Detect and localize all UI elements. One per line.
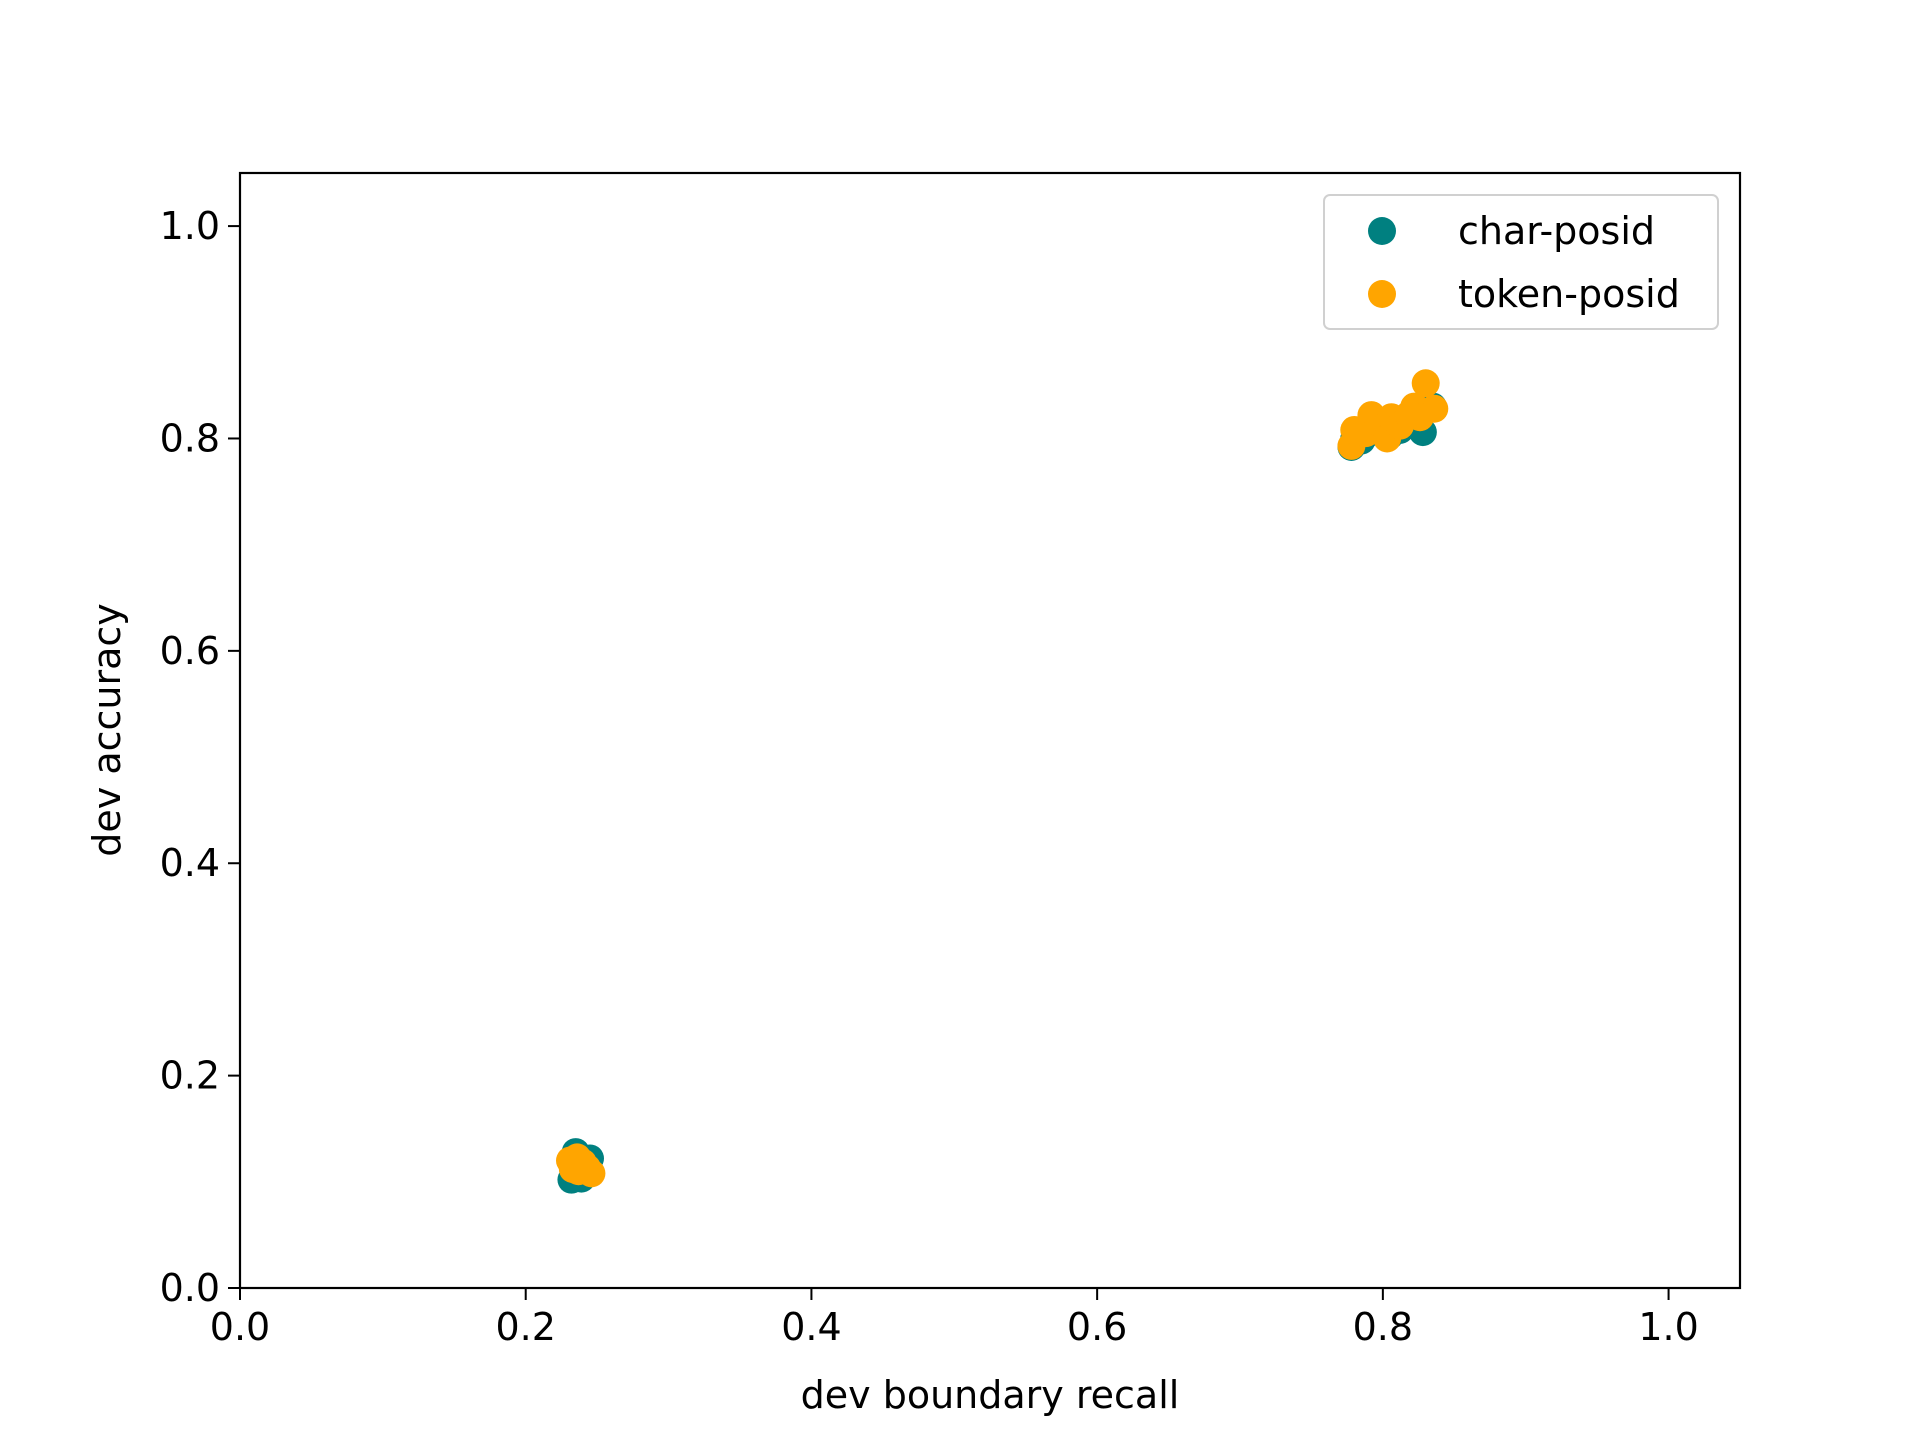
axes-frame xyxy=(238,171,1742,1290)
legend-box xyxy=(1323,194,1719,330)
legend-marker-char-posid xyxy=(1368,217,1396,245)
data-points xyxy=(556,369,1449,1194)
series-token-posid xyxy=(556,369,1449,1188)
y-tick-label: 0.2 xyxy=(160,1054,220,1098)
x-axis-label: dev boundary recall xyxy=(801,1373,1180,1417)
x-tick-label: 0.0 xyxy=(210,1305,270,1349)
x-axis-ticks: 0.0 0.2 0.4 0.6 0.8 1.0 xyxy=(210,1288,1699,1349)
y-axis-label: dev accuracy xyxy=(85,603,129,857)
legend-label-token-posid: token-posid xyxy=(1458,272,1680,316)
y-axis-ticks: 0.0 0.2 0.4 0.6 0.8 1.0 xyxy=(160,204,240,1310)
data-point-token-posid xyxy=(1411,369,1440,398)
x-tick-label: 0.6 xyxy=(1067,1305,1127,1349)
legend-marker-token-posid xyxy=(1368,280,1396,308)
y-tick-label: 0.6 xyxy=(160,629,220,673)
legend-label-char-posid: char-posid xyxy=(1458,209,1655,253)
y-tick-label: 1.0 xyxy=(160,204,220,248)
x-tick-label: 0.2 xyxy=(495,1305,555,1349)
data-point-token-posid xyxy=(1406,403,1434,432)
x-tick-label: 1.0 xyxy=(1638,1305,1698,1349)
data-point-token-posid xyxy=(558,1155,587,1184)
legend: char-posid token-posid xyxy=(1323,194,1719,330)
y-tick-label: 0.8 xyxy=(160,416,220,460)
x-tick-label: 0.4 xyxy=(781,1305,841,1349)
x-tick-label: 0.8 xyxy=(1353,1305,1413,1349)
y-tick-label: 0.4 xyxy=(160,841,220,885)
y-tick-label: 0.0 xyxy=(160,1266,220,1310)
